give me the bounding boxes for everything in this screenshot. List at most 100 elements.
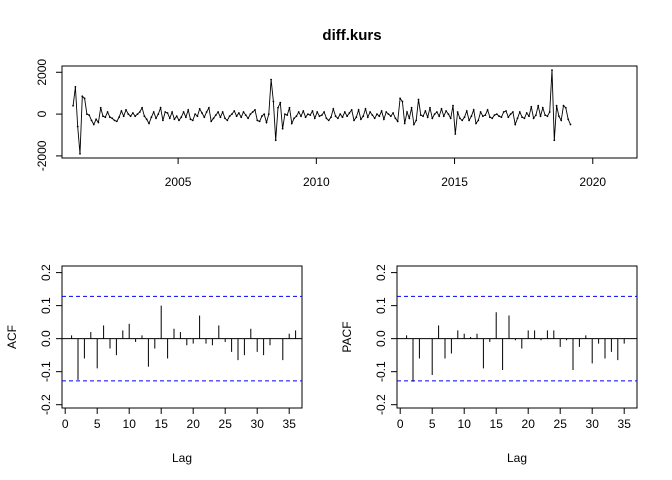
x-tick-label: 0 [62,417,69,431]
data-point [417,98,420,101]
data-point [465,110,468,112]
data-point [187,109,190,111]
data-point [178,119,180,122]
x-tick-label: 30 [251,417,265,431]
data-point [357,109,360,111]
data-point [267,113,270,115]
plot-frame [61,265,303,409]
data-point [505,110,507,112]
data-point [81,95,84,98]
data-point [364,108,367,110]
data-point [157,113,160,115]
data-point [92,123,95,126]
data-point [313,117,316,120]
x-axis-label: Lag [172,451,192,465]
data-point [238,112,240,114]
chart-title: diff.kurs [322,27,381,44]
data-point [143,115,146,118]
x-tick-label: 2020 [579,175,606,189]
data-point [366,116,369,119]
x-tick-label: 0 [397,417,404,431]
data-point [406,111,408,113]
data-point [256,119,259,122]
data-point [113,119,116,122]
data-point [544,114,546,116]
data-point [516,117,519,120]
data-point [83,97,86,100]
data-point [171,111,174,113]
data-point [293,117,295,120]
data-point [387,113,390,115]
data-point [553,139,556,142]
data-point [463,116,466,119]
data-point [564,106,567,109]
data-point [350,109,353,111]
data-point [541,106,544,109]
data-point [518,111,521,113]
data-point [138,111,141,113]
data-point [436,111,438,113]
data-point [408,117,411,120]
data-point [523,117,526,120]
data-point [164,111,167,113]
data-point [500,116,503,119]
x-tick-label: 25 [554,417,568,431]
data-point [286,114,289,116]
y-tick-label: 0.2 [39,264,53,281]
data-point [459,117,461,120]
data-point [369,111,371,113]
x-tick-label: 20 [187,417,201,431]
data-point [182,111,185,113]
data-point [355,116,358,119]
data-point [194,113,197,115]
data-point [512,111,514,113]
x-tick-label: 30 [586,417,600,431]
data-point [447,113,450,115]
data-point [493,114,496,116]
data-point [231,113,233,115]
data-point [551,69,553,72]
data-point [263,113,266,115]
data-point [489,116,491,119]
series-line [72,70,571,154]
plot-frame [396,265,638,409]
data-point [470,115,473,118]
data-point [353,119,355,122]
data-point [302,110,305,112]
data-point [279,101,282,104]
data-point [173,118,176,121]
data-point [392,112,394,114]
data-point [106,111,109,113]
data-point [79,152,81,155]
data-point [254,109,256,111]
data-point [185,116,187,119]
data-point [125,109,127,111]
data-point [88,114,91,116]
data-point [180,116,183,119]
data-point [134,115,137,118]
data-point [316,111,319,113]
data-point [217,111,220,113]
data-point [330,116,332,119]
data-point [424,110,427,112]
data-point [118,116,120,119]
data-point [491,117,494,120]
x-tick-label: 25 [219,417,233,431]
data-point [348,112,351,114]
y-tick-label: 2000 [35,59,49,86]
y-tick-label: -0.2 [39,394,53,415]
data-point [528,115,530,118]
data-point [468,119,470,122]
data-point [311,110,314,112]
data-point [141,106,144,109]
data-point [477,119,480,122]
data-point [97,121,100,124]
data-point [201,112,203,114]
data-point [86,113,88,115]
data-point [104,116,107,119]
data-point [210,120,213,123]
y-tick-label: -0.1 [374,361,388,382]
data-point [212,117,215,120]
data-point [224,117,226,120]
data-point [235,115,238,118]
